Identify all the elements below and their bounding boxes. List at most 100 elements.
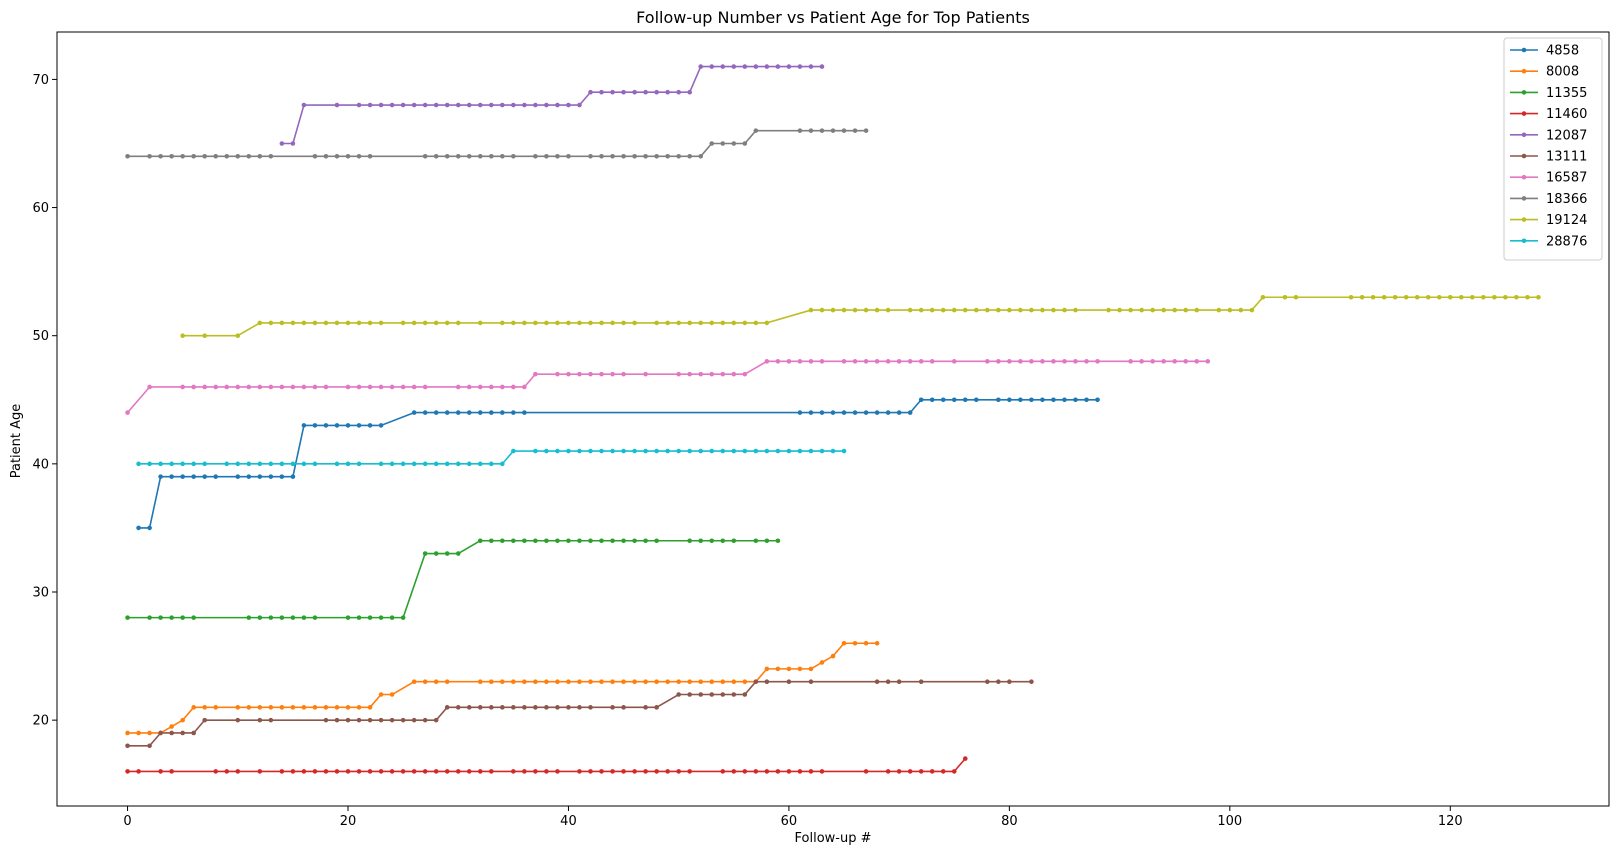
data-point — [367, 154, 373, 159]
data-point — [885, 410, 891, 415]
data-point — [268, 384, 274, 390]
data-point — [731, 371, 737, 377]
data-point — [996, 679, 1001, 684]
data-point — [191, 384, 196, 390]
data-point — [356, 320, 362, 326]
data-point — [180, 333, 185, 339]
data-point — [962, 307, 968, 313]
data-point — [367, 320, 373, 326]
data-point — [169, 474, 174, 479]
data-point — [500, 102, 505, 108]
data-point — [411, 717, 417, 723]
data-point — [268, 615, 274, 620]
data-point — [191, 154, 196, 159]
data-point — [279, 461, 285, 467]
data-point — [533, 679, 538, 684]
data-point — [213, 154, 219, 159]
data-point — [819, 410, 825, 415]
data-point — [786, 359, 792, 364]
data-point — [312, 320, 318, 326]
data-point — [191, 730, 196, 736]
data-point — [797, 769, 803, 774]
data-point — [378, 717, 384, 723]
data-point — [1392, 294, 1398, 300]
data-point — [577, 448, 582, 454]
data-point — [500, 410, 505, 415]
data-point — [753, 679, 759, 684]
data-point — [533, 102, 538, 108]
data-point — [257, 320, 263, 326]
data-point — [1139, 307, 1144, 313]
data-point — [687, 769, 692, 774]
legend-swatch-marker — [1521, 47, 1527, 53]
data-point — [345, 154, 351, 159]
data-point — [1073, 307, 1078, 313]
x-tick-label: 20 — [340, 814, 357, 829]
data-point — [918, 397, 924, 403]
data-point — [742, 64, 748, 69]
data-point — [158, 154, 163, 159]
data-point — [466, 769, 472, 774]
data-point — [489, 461, 494, 467]
x-tick-label: 120 — [1438, 814, 1463, 829]
data-point — [819, 128, 825, 133]
data-point — [1007, 397, 1012, 403]
data-point — [1084, 397, 1089, 403]
data-point — [389, 692, 395, 697]
data-point — [500, 154, 505, 159]
data-point — [544, 679, 549, 684]
data-point — [764, 64, 770, 69]
data-point — [962, 397, 968, 403]
data-point — [1293, 294, 1299, 300]
data-point — [489, 154, 494, 159]
data-point — [841, 448, 847, 454]
data-point — [367, 769, 373, 774]
data-point — [533, 538, 538, 544]
data-point — [676, 320, 681, 326]
data-point — [411, 769, 417, 774]
data-point — [202, 384, 207, 390]
data-point — [676, 89, 681, 95]
data-point — [720, 320, 726, 326]
data-point — [654, 705, 659, 710]
data-point — [422, 102, 428, 108]
data-point — [753, 538, 759, 544]
data-point — [345, 461, 351, 467]
data-point — [334, 717, 340, 723]
data-point — [202, 333, 207, 339]
data-point — [500, 538, 505, 544]
data-point — [180, 154, 185, 159]
data-point — [1514, 294, 1519, 300]
data-point — [951, 397, 957, 403]
data-point — [621, 769, 626, 774]
data-point — [1150, 359, 1155, 364]
data-point — [1062, 397, 1067, 403]
data-point — [180, 461, 185, 467]
data-point — [246, 154, 252, 159]
data-point — [356, 154, 362, 159]
data-point — [996, 397, 1001, 403]
data-point — [985, 359, 990, 364]
data-point — [455, 551, 461, 556]
data-point — [709, 448, 715, 454]
data-point — [246, 615, 252, 620]
data-point — [400, 461, 406, 467]
data-point — [356, 769, 362, 774]
data-point — [742, 371, 748, 377]
data-point — [1525, 294, 1530, 300]
data-point — [731, 64, 737, 69]
legend-swatch-marker — [1521, 153, 1527, 159]
data-point — [1029, 679, 1034, 684]
data-point — [323, 384, 329, 390]
data-point — [742, 692, 748, 697]
data-point — [555, 102, 560, 108]
data-point — [433, 410, 439, 415]
data-point — [125, 154, 130, 159]
data-point — [301, 320, 307, 326]
data-point — [665, 320, 670, 326]
data-point — [577, 102, 582, 108]
legend-label: 16587 — [1546, 171, 1587, 186]
data-point — [599, 89, 604, 95]
data-point — [466, 384, 472, 390]
data-point — [158, 615, 163, 620]
